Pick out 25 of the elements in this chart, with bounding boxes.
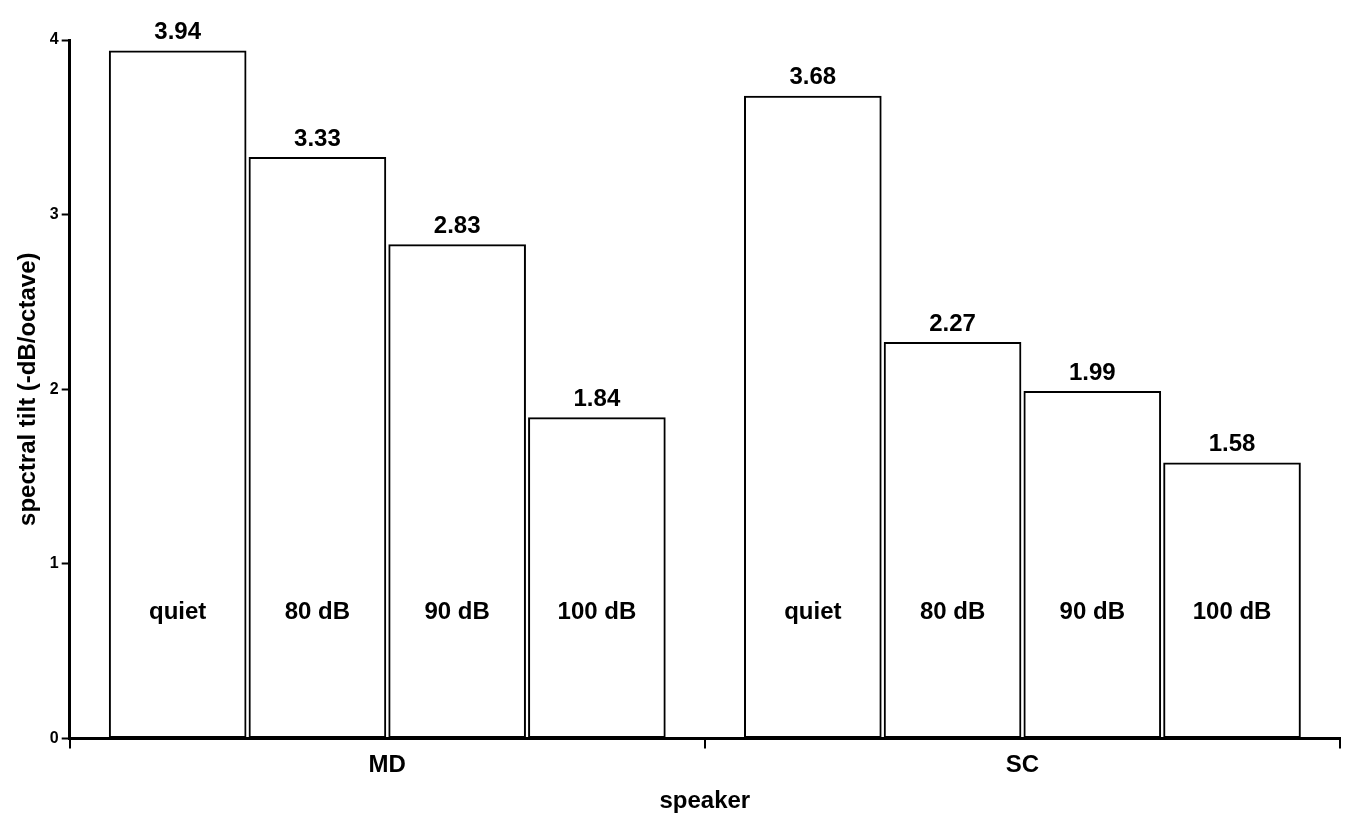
text: 100 dB — [557, 597, 637, 625]
series-label: quiet — [784, 597, 842, 625]
data-label: 1.99 — [1068, 357, 1116, 385]
data-label: 2.27 — [929, 308, 976, 336]
data-label: 3.68 — [789, 62, 837, 90]
y-tick-label: 3 — [49, 205, 59, 223]
data-label: 2.83 — [433, 210, 481, 238]
y-tick-label: 0 — [49, 728, 59, 746]
data-label: 1.58 — [1208, 429, 1256, 457]
x-axis-title: speaker — [659, 786, 751, 814]
x-tick-label: SC — [1005, 750, 1040, 778]
x-tick-label: MD — [368, 750, 406, 778]
series-label: 100 dB — [1192, 597, 1272, 625]
text: 90 dB — [424, 597, 490, 625]
text: quiet — [149, 597, 207, 625]
y-axis-title: spectral tilt (-dB/octave) — [13, 252, 41, 526]
y-tick-label: 2 — [49, 379, 59, 397]
data-label: 3.94 — [154, 17, 202, 45]
y-tick-label: 4 — [49, 30, 59, 48]
data-label: 3.33 — [294, 123, 341, 151]
text: 80 dB — [284, 597, 351, 625]
y-tick-label: 1 — [49, 554, 59, 572]
data-label: 1.84 — [573, 383, 621, 411]
series-label: 90 dB — [1059, 597, 1125, 625]
series-label: 80 dB — [919, 597, 986, 625]
